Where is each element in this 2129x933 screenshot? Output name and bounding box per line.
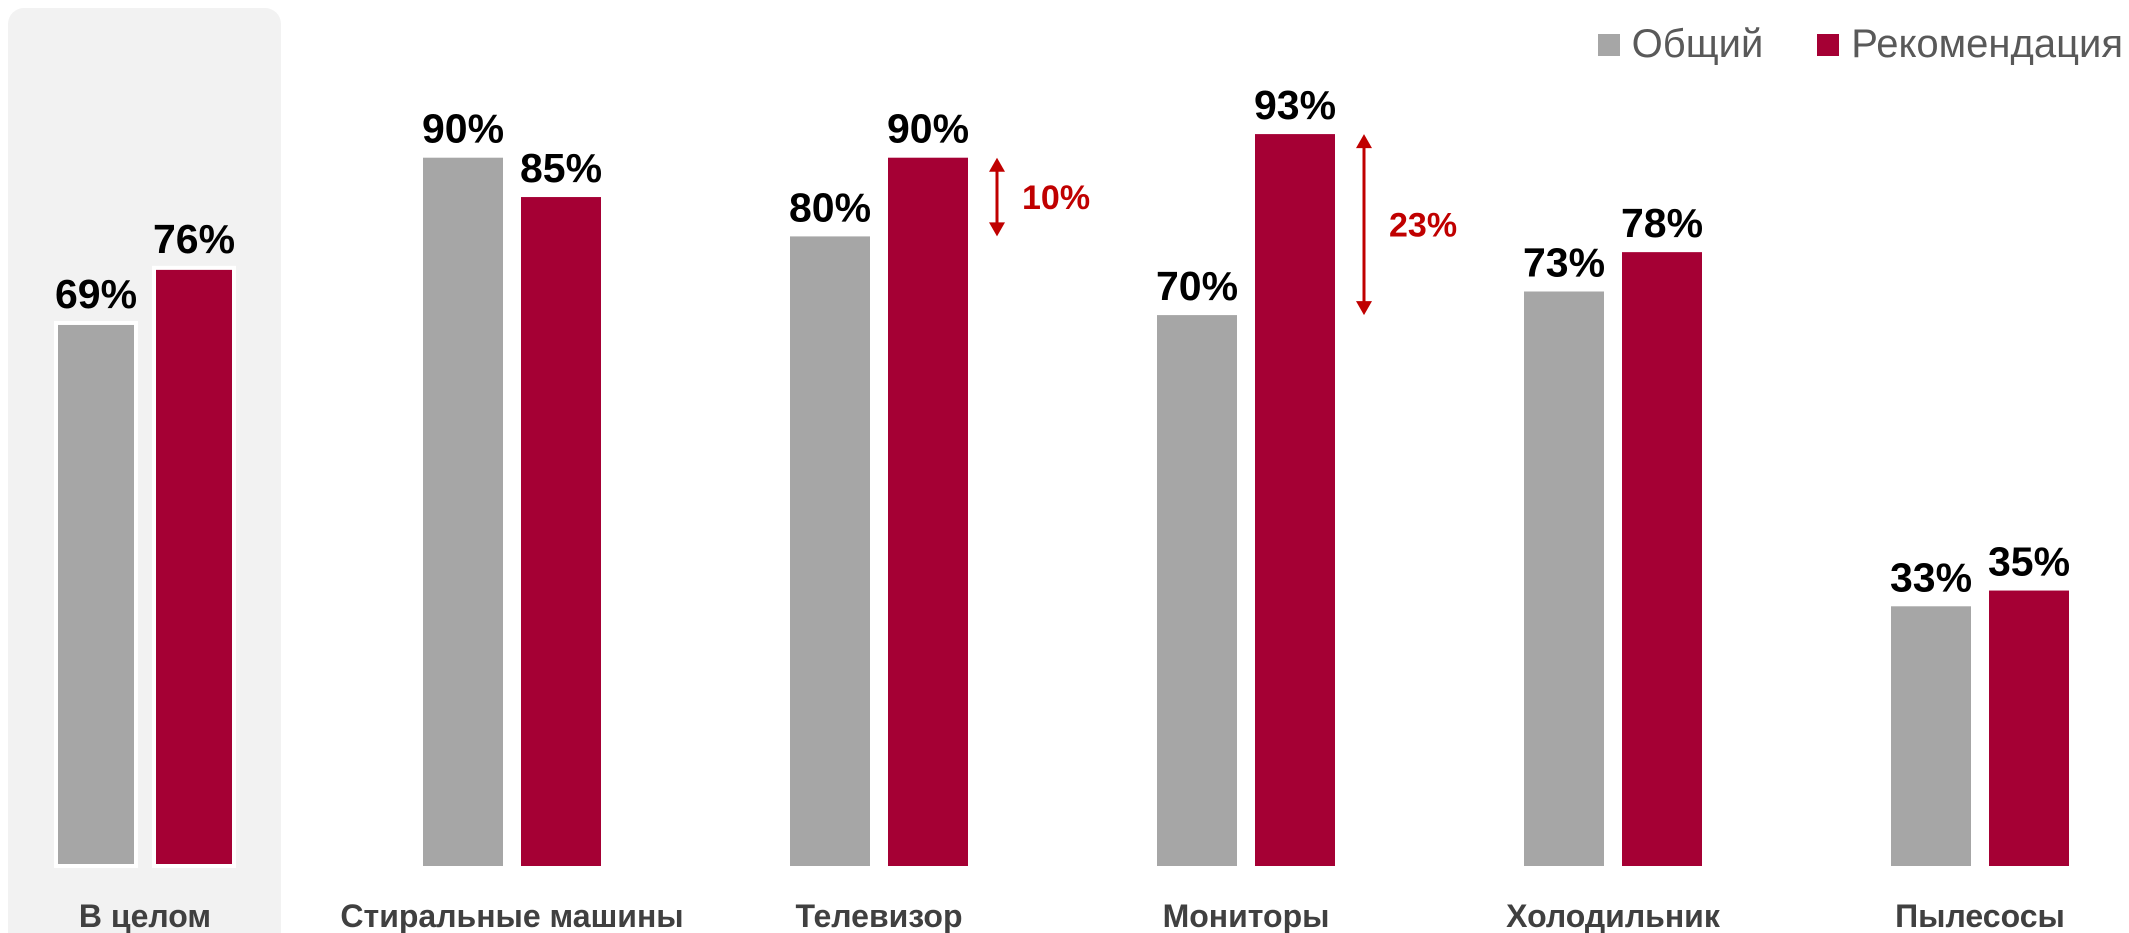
category-label-0: В целом <box>79 898 211 933</box>
annotations-group: 10% 23% <box>989 134 1457 316</box>
highlight-panel <box>8 8 281 933</box>
value-label-general-2: 80% <box>789 184 871 230</box>
value-label-recommendation-4: 78% <box>1621 200 1703 246</box>
category-labels-group: В целом Стиральные машины Телевизор Монитор… <box>79 898 2065 933</box>
value-label-general-1: 90% <box>422 106 504 152</box>
bar-recommendation-0 <box>152 265 236 868</box>
value-label-recommendation-5: 35% <box>1988 539 2070 585</box>
bar-general-1 <box>423 157 503 866</box>
value-label-general-3: 70% <box>1156 263 1238 309</box>
bar-general-3 <box>1157 315 1237 867</box>
value-label-general-4: 73% <box>1523 239 1605 285</box>
difference-arrow-head-up-0 <box>989 157 1005 172</box>
bars-group <box>54 134 2069 869</box>
legend: Общий Рекомендация <box>1597 22 2123 67</box>
bar-general-0 <box>54 320 138 869</box>
bar-general-4 <box>1524 291 1604 866</box>
value-label-general-5: 33% <box>1890 554 1972 600</box>
difference-arrow-head-down-0 <box>989 222 1005 237</box>
legend-item-general: Общий <box>1597 22 1764 67</box>
value-label-general-0: 69% <box>55 271 137 317</box>
value-label-recommendation-2: 90% <box>887 106 969 152</box>
bar-recommendation-3 <box>1255 134 1335 867</box>
difference-label-0: 10% <box>1022 179 1090 217</box>
legend-swatch-general <box>1597 33 1620 56</box>
category-label-4: Холодильник <box>1506 898 1721 933</box>
legend-label-general: Общий <box>1631 22 1764 66</box>
category-label-2: Телевизор <box>796 898 963 933</box>
category-label-5: Пылесосы <box>1895 898 2065 933</box>
value-label-recommendation-0: 76% <box>153 216 235 262</box>
value-label-recommendation-3: 93% <box>1254 82 1336 128</box>
bar-general-5 <box>1891 606 1971 866</box>
legend-label-recommendation: Рекомендация <box>1851 22 2123 66</box>
value-label-recommendation-1: 85% <box>520 145 602 191</box>
category-label-3: Мониторы <box>1163 898 1330 933</box>
legend-swatch-recommendation <box>1817 33 1840 56</box>
bar-general-2 <box>790 236 870 866</box>
legend-item-recommendation: Рекомендация <box>1817 22 2123 67</box>
difference-arrow-head-up-1 <box>1356 134 1372 149</box>
value-labels-group: 69% 76% 90% 85% 80% 90% 70% 93% 73% 78% 33% 35% <box>55 82 2070 600</box>
bar-recommendation-2 <box>888 157 968 866</box>
bar-recommendation-4 <box>1622 252 1702 866</box>
difference-arrow-head-down-1 <box>1356 301 1372 316</box>
category-label-1: Стиральные машины <box>340 898 683 933</box>
bar-recommendation-5 <box>1989 590 2069 866</box>
bar-recommendation-1 <box>521 197 601 867</box>
difference-label-1: 23% <box>1389 207 1457 245</box>
